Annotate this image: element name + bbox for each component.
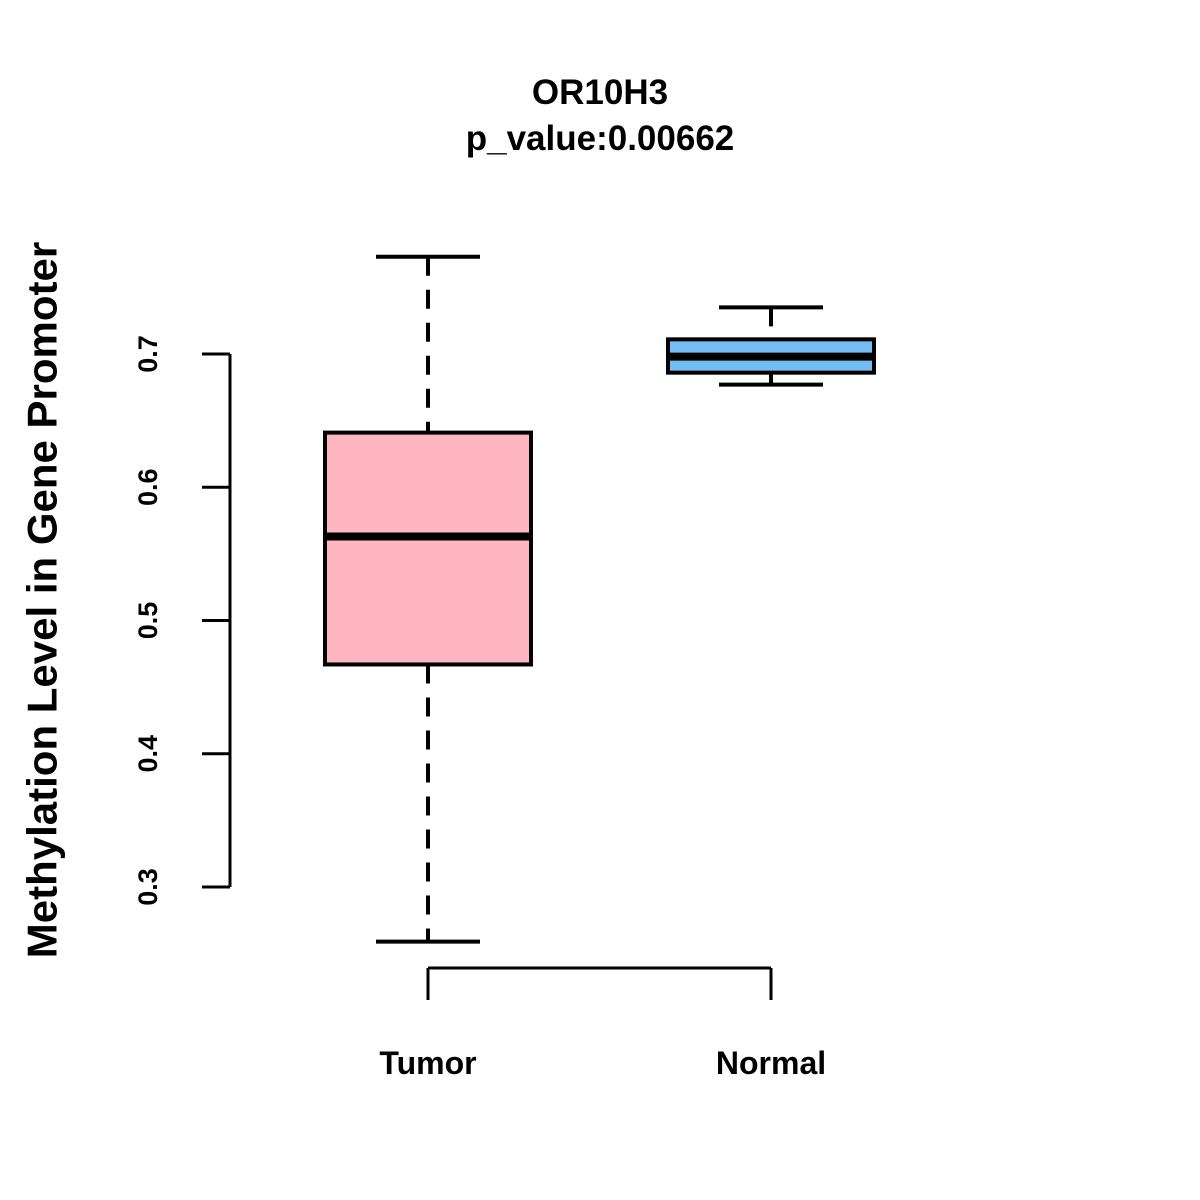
chart-layer: 0.3 0.4 0.5 0.6 0.7 Tumor Normal	[133, 254, 876, 1081]
iqr-box-tumor	[323, 430, 533, 667]
y-tick-label: 0.5	[133, 602, 163, 640]
gene-title: OR10H3	[531, 73, 669, 112]
x-group-label-normal: Normal	[716, 1045, 826, 1081]
x-group-label-tumor: Tumor	[379, 1045, 476, 1081]
y-axis-title: Methylation Level in Gene Promoter	[19, 242, 66, 958]
y-tick-label: 0.3	[133, 868, 163, 906]
y-tick-label: 0.4	[133, 735, 163, 773]
p-value-subtitle: p_value:0.00662	[465, 119, 735, 158]
y-tick-label: 0.6	[133, 468, 163, 506]
y-tick-label: 0.7	[133, 335, 163, 373]
chart-title-block: OR10H3 p_value:0.00662	[100, 70, 1100, 162]
